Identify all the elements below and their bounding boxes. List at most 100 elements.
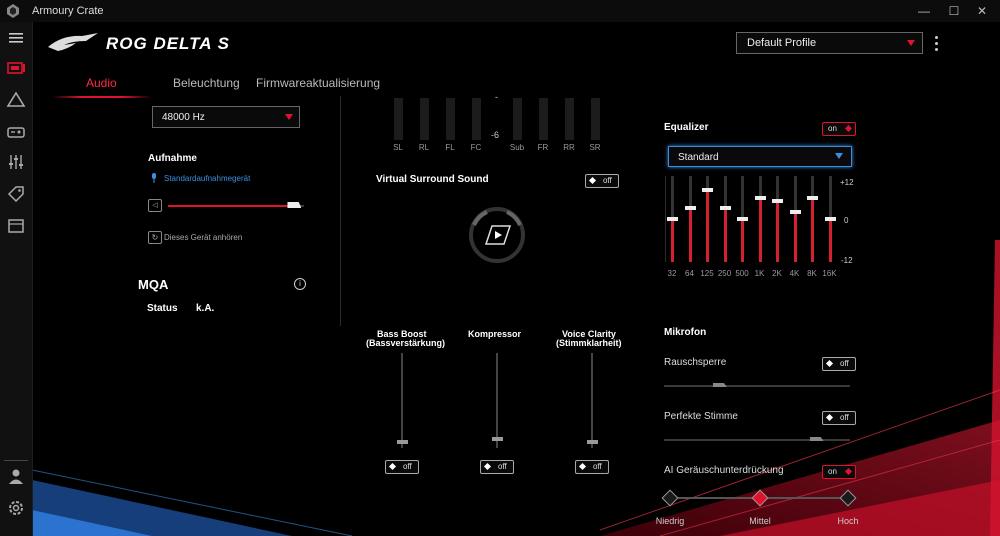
channel-label-sr: SR — [589, 143, 601, 152]
tab-audio[interactable]: Audio — [86, 76, 117, 90]
eq-band-handle[interactable] — [719, 206, 731, 211]
media-icon[interactable] — [6, 216, 26, 236]
tab-firmware[interactable]: Firmwareaktualisierung — [256, 76, 381, 90]
channel-label-sl: SL — [393, 143, 403, 152]
listen-loop-icon[interactable]: ↻ — [148, 231, 162, 244]
noise-gate-toggle-label: off — [840, 359, 849, 368]
ai-noise-cancel-label: AI Geräuschunterdrückung — [664, 465, 784, 476]
eq-band-fill — [723, 208, 727, 262]
eq-band-fill — [671, 219, 674, 262]
compressor-toggle[interactable]: off — [480, 460, 514, 474]
mqa-status-value: k.A. — [196, 303, 215, 314]
noise-gate-handle[interactable] — [712, 383, 727, 387]
speaker-mute-icon[interactable]: ◁ — [148, 199, 162, 212]
tab-beleuchtung[interactable]: Beleuchtung — [173, 76, 240, 90]
eq-band-label: 2K — [772, 269, 782, 278]
perfect-voice-handle[interactable] — [809, 437, 824, 441]
bass-boost-title: Bass Boost — [377, 329, 427, 339]
equalizer-title: Equalizer — [664, 122, 709, 133]
toggle-diamond-icon — [388, 462, 397, 471]
eq-band-fill — [706, 190, 709, 262]
bass-boost-track[interactable] — [401, 353, 403, 448]
tag-icon[interactable] — [6, 184, 26, 204]
background-red-streaks — [600, 240, 1000, 536]
tab-active-indicator — [52, 96, 152, 98]
user-icon[interactable] — [6, 466, 26, 486]
ai-noise-cancel-toggle[interactable]: on — [822, 465, 856, 479]
gamepad-icon[interactable] — [6, 122, 26, 142]
recording-device-link[interactable]: Standardaufnahmegerät — [164, 174, 251, 183]
equalizer-toggle-label: on — [828, 124, 837, 133]
toggle-diamond-icon — [588, 176, 597, 185]
eq-band-fill — [688, 208, 692, 262]
listen-device-label[interactable]: Dieses Gerät anhören — [164, 233, 243, 242]
channel-label-fl: FL — [445, 143, 455, 152]
mqa-title: MQA — [138, 277, 169, 292]
mic-volume-handle[interactable] — [287, 202, 302, 208]
bass-boost-handle[interactable] — [397, 440, 408, 444]
product-title: ROG DELTA S — [106, 34, 231, 53]
gear-icon[interactable] — [6, 498, 26, 518]
voice-clarity-subtitle: (Stimmklarheit) — [556, 338, 622, 348]
noise-gate-track[interactable] — [664, 385, 850, 387]
menu-icon[interactable] — [6, 28, 26, 48]
channel-meter-sl — [394, 98, 403, 140]
toggle-diamond-icon — [825, 359, 834, 368]
bass-boost-subtitle: (Bassverstärkung) — [366, 338, 446, 348]
chevron-down-icon — [835, 153, 843, 159]
eq-band-handle[interactable] — [737, 217, 748, 221]
surround-play-icon[interactable] — [468, 206, 526, 264]
eq-band-label: 32 — [667, 269, 677, 278]
perfect-voice-track[interactable] — [664, 439, 850, 441]
device-icon[interactable] — [6, 58, 26, 78]
eq-band-label: 64 — [685, 269, 694, 278]
bass-boost-toggle-label: off — [403, 462, 412, 471]
eq-band-handle[interactable] — [772, 199, 783, 204]
ai-level-hoch-label: Hoch — [837, 516, 859, 526]
voice-clarity-toggle[interactable]: off — [575, 460, 609, 474]
voice-clarity-track[interactable] — [591, 353, 593, 448]
equalizer-toggle[interactable]: on — [822, 122, 856, 136]
voice-clarity-handle[interactable] — [587, 440, 598, 444]
recording-title: Aufnahme — [148, 153, 197, 164]
aura-icon[interactable] — [6, 90, 26, 110]
compressor-handle[interactable] — [492, 437, 503, 441]
eq-band-label: 8K — [807, 269, 817, 278]
eq-preset-dropdown[interactable]: Standard — [668, 146, 852, 167]
db-scale-label: -6 — [491, 130, 500, 140]
eq-band-fill — [828, 219, 832, 262]
profile-dropdown[interactable]: Default Profile — [736, 32, 923, 54]
info-icon[interactable]: i — [294, 278, 306, 290]
background-blue-streaks — [32, 469, 353, 536]
eq-band-handle[interactable] — [684, 206, 696, 211]
eq-band-handle[interactable] — [754, 195, 766, 200]
eq-band-handle[interactable] — [824, 217, 836, 221]
compressor-toggle-label: off — [498, 462, 507, 471]
perfect-voice-toggle[interactable]: off — [822, 411, 856, 425]
mic-volume-fill — [168, 205, 295, 207]
sample-rate-dropdown[interactable]: 48000 Hz — [152, 106, 300, 128]
channel-meter-sub — [513, 98, 522, 140]
toggle-diamond-icon — [844, 124, 853, 133]
channel-meter-sr — [591, 98, 600, 140]
settings-sliders-icon[interactable] — [6, 152, 26, 172]
surround-toggle-label: off — [603, 176, 612, 185]
eq-band-label: 250 — [717, 269, 732, 278]
eq-band-handle[interactable] — [667, 217, 678, 221]
compressor-track[interactable] — [496, 353, 498, 448]
maximize-button[interactable]: ☐ — [948, 4, 960, 18]
eq-frame-left — [665, 176, 666, 262]
noise-gate-toggle[interactable]: off — [822, 357, 856, 371]
eq-band-handle[interactable] — [789, 209, 801, 214]
eq-band-handle[interactable] — [702, 188, 713, 193]
close-button[interactable]: ✕ — [976, 4, 988, 18]
surround-toggle[interactable]: off — [585, 174, 619, 188]
eq-band-handle[interactable] — [807, 195, 818, 200]
bass-boost-toggle[interactable]: off — [385, 460, 419, 474]
channel-meter-fr — [539, 98, 548, 140]
channel-label-sub: Sub — [509, 143, 525, 152]
more-options-icon[interactable] — [935, 36, 938, 54]
eq-band-fill — [811, 197, 814, 262]
mic-section-title: Mikrofon — [664, 327, 707, 338]
minimize-button[interactable]: — — [918, 4, 930, 18]
